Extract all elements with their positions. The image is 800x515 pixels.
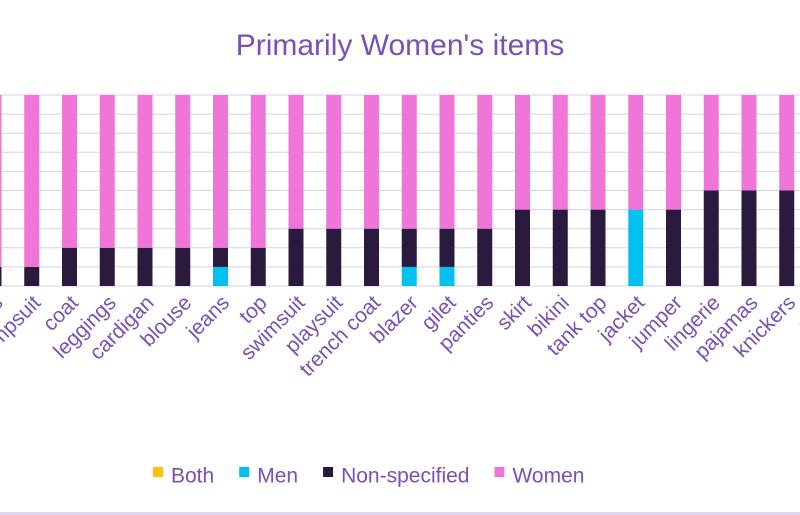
bar-segment-women <box>590 95 606 210</box>
chart-title: Primarily Women's items <box>236 29 565 62</box>
legend-swatch <box>153 467 163 477</box>
bar-segment-non-specified <box>439 228 455 267</box>
bar-segment-non-specified <box>552 209 568 286</box>
bar-segment-women <box>175 95 191 248</box>
bar-segment-men <box>213 266 228 286</box>
bar-segment-non-specified <box>0 266 2 286</box>
bar-segment-men <box>401 266 417 286</box>
bar-segment-non-specified <box>137 247 153 286</box>
legend-swatch <box>494 467 505 477</box>
x-axis-labels: dressjumpsuitcoatleggingscardiganblousej… <box>0 291 800 381</box>
x-tick-label: jeans <box>182 291 234 343</box>
legend-label: Non-specified <box>341 465 469 488</box>
bar-segment-women <box>0 95 2 267</box>
bar-segment-non-specified <box>590 209 606 286</box>
legend: Both Men Non-specified Women <box>153 465 584 488</box>
bar-segment-men <box>628 209 644 286</box>
bar-segment-non-specified <box>175 247 191 286</box>
bar-segment-non-specified <box>288 228 304 286</box>
bar-segment-non-specified <box>515 209 530 286</box>
bars <box>0 95 795 286</box>
bottom-border <box>0 512 800 515</box>
bar-segment-women <box>364 95 379 229</box>
bar-segment-non-specified <box>326 228 342 286</box>
bar-segment-women <box>250 95 266 248</box>
bar-segment-non-specified <box>401 228 417 267</box>
bar-segment-non-specified <box>741 190 757 286</box>
bar-segment-women <box>779 95 795 191</box>
bar-segment-women <box>439 95 455 229</box>
bar-segment-non-specified <box>779 190 795 286</box>
bar-segment-women <box>213 95 228 248</box>
legend-label: Men <box>257 465 298 488</box>
bar-segment-non-specified <box>477 228 493 286</box>
bar-segment-non-specified <box>62 247 77 286</box>
x-tick-label: polo <box>794 291 800 335</box>
bar-segment-women <box>62 95 77 248</box>
bar-segment-non-specified <box>666 209 681 286</box>
bar-segment-non-specified <box>99 247 115 286</box>
legend-swatch <box>239 467 250 477</box>
legend-swatch <box>323 467 334 477</box>
bar-segment-women <box>99 95 115 248</box>
bar-segment-women <box>552 95 568 210</box>
bar-segment-women <box>666 95 681 210</box>
bar-segment-non-specified <box>703 190 719 286</box>
bar-segment-women <box>288 95 304 229</box>
bar-segment-women <box>515 95 530 210</box>
bar-segment-women <box>401 95 417 229</box>
bar-segment-non-specified <box>250 247 266 286</box>
legend-label: Both <box>171 465 214 488</box>
bar-segment-women <box>628 95 644 210</box>
bar-segment-women <box>137 95 153 248</box>
legend-label: Women <box>512 465 584 488</box>
bar-segment-men <box>439 266 455 286</box>
bar-segment-women <box>326 95 342 229</box>
bar-segment-women <box>24 95 40 267</box>
bar-segment-women <box>477 95 493 229</box>
bar-segment-non-specified <box>213 247 228 267</box>
bar-segment-women <box>741 95 757 191</box>
bar-segment-non-specified <box>24 266 40 286</box>
bar-segment-non-specified <box>364 228 379 286</box>
bar-segment-women <box>703 95 719 191</box>
x-tick-label: jumpsuit <box>0 291 45 363</box>
